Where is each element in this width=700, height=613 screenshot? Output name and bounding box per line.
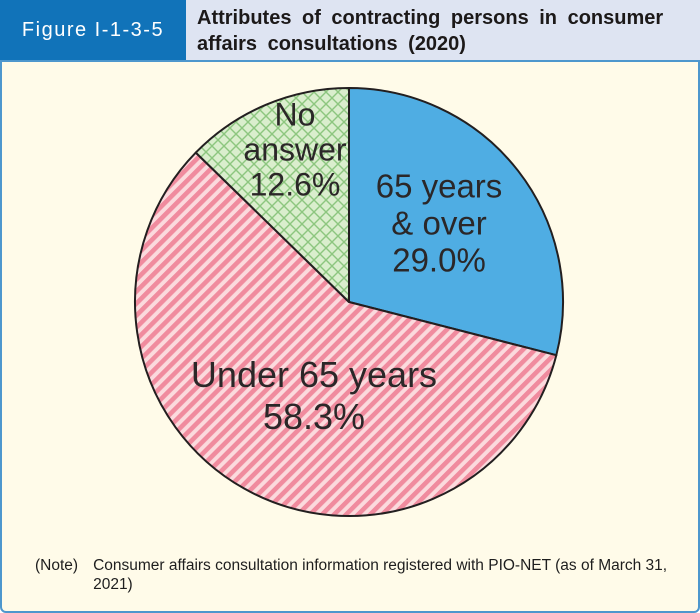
- source-note: (Note) Consumer affairs consultation inf…: [35, 556, 678, 594]
- note-text: Consumer affairs consultation informatio…: [93, 557, 668, 593]
- pie-chart-svg: [134, 87, 564, 517]
- pie-slice-no-answer: [194, 87, 350, 303]
- pie-slice-under-65: [134, 151, 558, 517]
- pie-slice-65-and-over: [348, 87, 564, 357]
- chart-panel: 65 years & over 29.0% Under 65 years 58.…: [0, 60, 700, 613]
- figure-title-line1: Attributes of contracting persons in con…: [197, 7, 664, 29]
- figure-title-line2: affairs consultations (2020): [197, 33, 466, 55]
- note-label: (Note): [35, 557, 79, 574]
- figure-header: Figure I-1-3-5 Attributes of contracting…: [0, 0, 700, 60]
- pie-chart-area: 65 years & over 29.0% Under 65 years 58.…: [2, 62, 696, 530]
- figure-title: Attributes of contracting persons in con…: [186, 0, 700, 60]
- figure-number-badge: Figure I-1-3-5: [0, 0, 186, 60]
